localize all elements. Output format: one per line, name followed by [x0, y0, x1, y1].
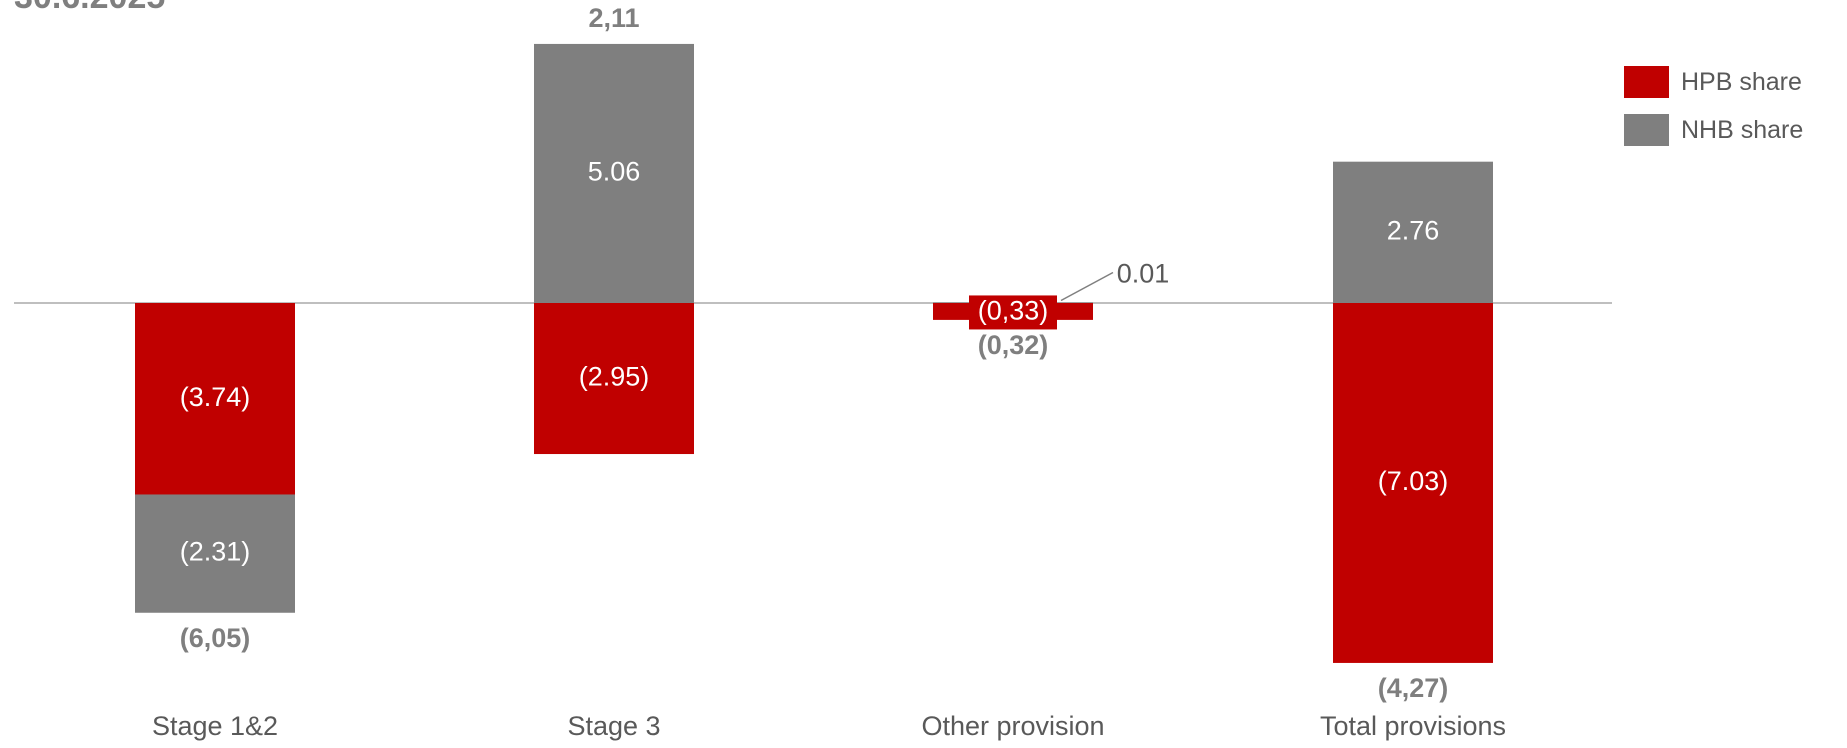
data-label-box-other-provision: [969, 295, 1057, 330]
legend-item-nhb: NHB share: [1624, 106, 1803, 154]
data-label-other-provision-series-1: (0,33): [978, 296, 1049, 326]
total-label-stage-1-2: (6,05): [180, 623, 251, 653]
legend-swatch-nhb: [1624, 114, 1669, 146]
chart-title: 30.6.2025: [14, 0, 165, 17]
data-label-stage-3-series-1: (2.95): [579, 362, 650, 392]
category-label-stage-3: Stage 3: [567, 711, 660, 741]
data-label-stage-1-2-series-1: (3.74): [180, 382, 251, 412]
legend-label-hpb: HPB share: [1681, 67, 1802, 96]
total-label-stage-3: 2,11: [588, 3, 639, 33]
data-label-stage-3-series-2: 5.06: [588, 157, 641, 187]
bar-stage-1-2-series-2: [135, 494, 295, 613]
bar-total-provisions-series-1: [1333, 303, 1493, 663]
bar-stage-1-2-series-1: [135, 303, 295, 495]
legend: HPB share NHB share: [1624, 58, 1803, 154]
data-label-other-provision-series-2: 0.01: [1117, 259, 1170, 289]
total-label-total-provisions: (4,27): [1378, 673, 1449, 703]
category-label-stage-1-2: Stage 1&2: [152, 711, 278, 741]
bar-stage-3-series-1: [534, 303, 694, 455]
bar-total-provisions-series-2: [1333, 161, 1493, 303]
data-label-total-provisions-series-2: 2.76: [1387, 215, 1440, 245]
leader-line-other-provision: [1060, 271, 1114, 302]
category-label-other-provision: Other provision: [921, 711, 1104, 741]
category-label-total-provisions: Total provisions: [1320, 711, 1506, 741]
data-label-stage-1-2-series-2: (2.31): [180, 537, 251, 567]
bar-stage-3-series-2: [534, 43, 694, 303]
data-label-total-provisions-series-1: (7.03): [1378, 466, 1449, 496]
legend-label-nhb: NHB share: [1681, 115, 1804, 144]
legend-swatch-hpb: [1624, 66, 1669, 98]
legend-item-hpb: HPB share: [1624, 58, 1803, 106]
total-label-other-provision: (0,32): [978, 330, 1049, 360]
